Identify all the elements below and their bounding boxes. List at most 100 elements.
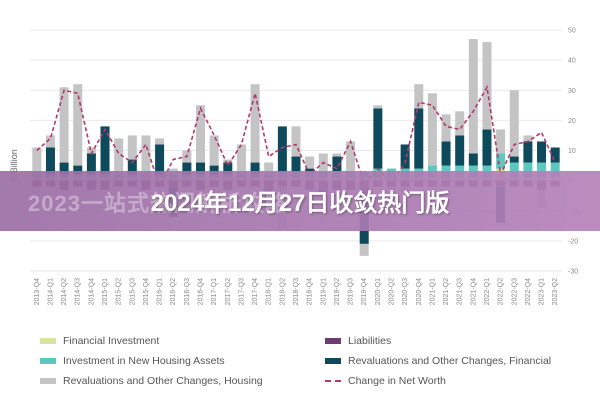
bar-segment bbox=[523, 162, 533, 178]
legend-swatch bbox=[40, 338, 56, 344]
x-tick-label: 2017-Q1 bbox=[211, 278, 218, 305]
bar-segment bbox=[182, 162, 192, 175]
legend-item-financial-investment: Financial Investment bbox=[40, 334, 325, 348]
bar-segment bbox=[73, 165, 83, 175]
legend: Financial Investment Liabilities Investm… bbox=[40, 334, 585, 388]
x-tick-label: 2015-Q4 bbox=[143, 278, 150, 305]
x-tick-label: 2020-Q1 bbox=[375, 278, 382, 305]
bar-segment bbox=[455, 111, 465, 136]
bar-segment bbox=[509, 156, 519, 163]
x-tick-label: 2021-Q1 bbox=[429, 278, 436, 305]
bar-segment bbox=[59, 87, 69, 163]
bar-segment bbox=[196, 162, 206, 175]
bar-segment bbox=[73, 84, 83, 166]
x-tick-label: 2015-Q2 bbox=[116, 278, 123, 305]
bar-segment bbox=[359, 243, 369, 256]
bar-segment bbox=[414, 84, 424, 109]
bar-segment bbox=[236, 144, 246, 175]
x-tick-label: 2018-Q4 bbox=[307, 278, 314, 305]
x-tick-label: 2019-Q3 bbox=[348, 278, 355, 305]
bar-segment bbox=[400, 144, 410, 169]
bar-segment bbox=[537, 141, 547, 163]
bar-segment bbox=[509, 162, 519, 178]
bar-segment bbox=[332, 153, 342, 157]
x-tick-label: 2021-Q3 bbox=[457, 278, 464, 305]
bar-segment bbox=[523, 141, 533, 163]
bar-segment bbox=[468, 153, 478, 166]
legend-item-revaluations-financial: Revaluations and Other Changes, Financia… bbox=[325, 354, 585, 368]
bar-segment bbox=[482, 129, 492, 166]
legend-item-revaluations-housing: Revaluations and Other Changes, Housing bbox=[40, 374, 325, 388]
x-tick-label: 2017-Q2 bbox=[225, 278, 232, 305]
legend-item-liabilities: Liabilities bbox=[325, 334, 585, 348]
legend-label: Revaluations and Other Changes, Financia… bbox=[348, 355, 552, 367]
bar-segment bbox=[550, 147, 560, 163]
legend-label: Revaluations and Other Changes, Housing bbox=[63, 375, 263, 387]
x-tick-label: 2021-Q4 bbox=[470, 278, 477, 305]
x-tick-label: 2019-Q2 bbox=[334, 278, 341, 305]
legend-label: Investment in New Housing Assets bbox=[63, 355, 225, 367]
bar-segment bbox=[155, 138, 165, 145]
bar-segment bbox=[223, 162, 233, 175]
bar-segment bbox=[441, 114, 451, 142]
x-tick-label: 2022-Q4 bbox=[525, 278, 532, 305]
x-tick-label: 2018-Q1 bbox=[266, 278, 273, 305]
x-tick-labels: 2013-Q4 2014-Q1 2014-Q2 2014-Q3 2014-Q4 2015-… bbox=[34, 278, 559, 305]
bar-segment bbox=[291, 126, 301, 157]
y-tick-labels: 50403020100-10-20-30 bbox=[568, 28, 578, 276]
x-tick-label: 2023-Q2 bbox=[552, 278, 559, 305]
y-axis-label: € Billion bbox=[9, 149, 19, 181]
x-tick-label: 2014-Q2 bbox=[61, 278, 68, 305]
bar-segment bbox=[45, 135, 55, 148]
x-tick-label: 2021-Q2 bbox=[443, 278, 450, 305]
bar-segment bbox=[441, 141, 451, 166]
x-tick-label: 2023-Q1 bbox=[539, 278, 546, 305]
x-tick-label: 2015-Q3 bbox=[129, 278, 136, 305]
x-tick-label: 2014-Q3 bbox=[75, 278, 82, 305]
x-tick-label: 2016-Q2 bbox=[170, 278, 177, 305]
bar-segment bbox=[373, 108, 383, 169]
x-tick-label: 2016-Q1 bbox=[157, 278, 164, 305]
x-tick-label: 2020-Q3 bbox=[402, 278, 409, 305]
bar-segment bbox=[346, 141, 356, 172]
bar-segment bbox=[86, 147, 96, 154]
bar-segment bbox=[100, 126, 110, 175]
bar-segment bbox=[550, 162, 560, 178]
bar-segment bbox=[155, 144, 165, 175]
bar-segment bbox=[305, 156, 315, 169]
x-tick-label: 2017-Q3 bbox=[238, 278, 245, 305]
x-tick-label: 2014-Q1 bbox=[47, 278, 54, 305]
bar-segment bbox=[496, 129, 506, 154]
x-tick-label: 2022-Q3 bbox=[511, 278, 518, 305]
y-tick-label: -20 bbox=[568, 238, 578, 245]
bar-segment bbox=[250, 162, 260, 175]
overlay-headline: 2024年12月27日收敛热门版 bbox=[150, 190, 450, 217]
legend-swatch bbox=[40, 358, 56, 364]
net-worth-line bbox=[36, 84, 556, 189]
legend-swatch bbox=[40, 378, 56, 384]
bar-segment bbox=[32, 147, 42, 175]
bar-segment bbox=[277, 126, 287, 172]
bar-segment bbox=[332, 156, 342, 172]
bar-segment bbox=[455, 135, 465, 166]
bar-segment bbox=[373, 105, 383, 109]
x-tick-label: 2019-Q1 bbox=[320, 278, 327, 305]
x-tick-label: 2016-Q4 bbox=[198, 278, 205, 305]
bar-segment bbox=[468, 39, 478, 154]
bar-segment bbox=[305, 168, 315, 172]
legend-item-investment-housing: Investment in New Housing Assets bbox=[40, 354, 325, 368]
x-tick-label: 2017-Q4 bbox=[252, 278, 259, 305]
chart: 50403020100-10-20-30 2013-Q42014-Q12014-… bbox=[9, 28, 578, 306]
legend-label: Financial Investment bbox=[63, 335, 160, 347]
bar-segment bbox=[496, 153, 506, 169]
bar-segment bbox=[264, 162, 274, 175]
bar-segment bbox=[509, 90, 519, 157]
x-tick-label: 2018-Q2 bbox=[279, 278, 286, 305]
bar-segment bbox=[523, 135, 533, 142]
net-worth-polyline bbox=[36, 84, 556, 189]
y-tick-label: 40 bbox=[568, 58, 576, 65]
bar-segment bbox=[127, 135, 137, 160]
bar-segment bbox=[209, 135, 219, 166]
x-tick-label: 2022-Q2 bbox=[498, 278, 505, 305]
y-tick-label: 20 bbox=[568, 118, 576, 125]
